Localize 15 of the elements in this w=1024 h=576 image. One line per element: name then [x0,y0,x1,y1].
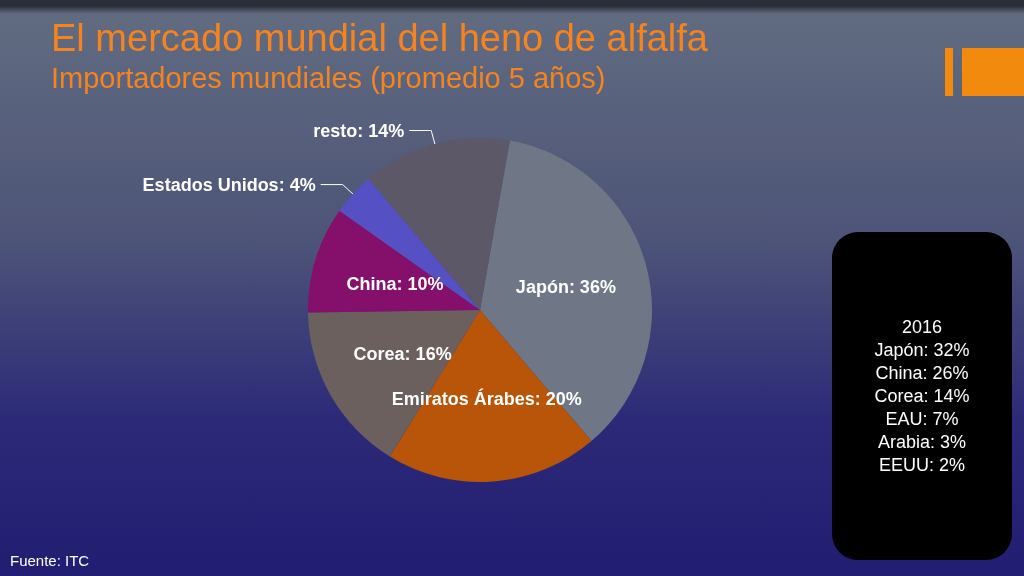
slice-label: Estados Unidos: 4% [142,174,316,195]
slice-label: Corea: 16% [353,343,452,364]
text: EAU: 7% [885,407,959,431]
slice-label: resto: 14% [313,120,405,141]
text: China: 26% [875,361,969,385]
text: EEUU: 2% [878,453,966,477]
text: Arabia: 3% [877,430,967,454]
text: Corea: 14% [874,384,970,408]
text: Japón: 32% [874,338,970,362]
chart-subtitle: Importadores mundiales (promedio 5 años) [51,61,606,94]
source-note: Fuente: ITC [10,552,90,569]
text: 2016 [901,315,943,339]
slice-label: Japón: 36% [515,276,616,297]
chart-title: El mercado mundial del heno de alfalfa [51,17,709,59]
slice-label: China: 10% [346,273,444,294]
